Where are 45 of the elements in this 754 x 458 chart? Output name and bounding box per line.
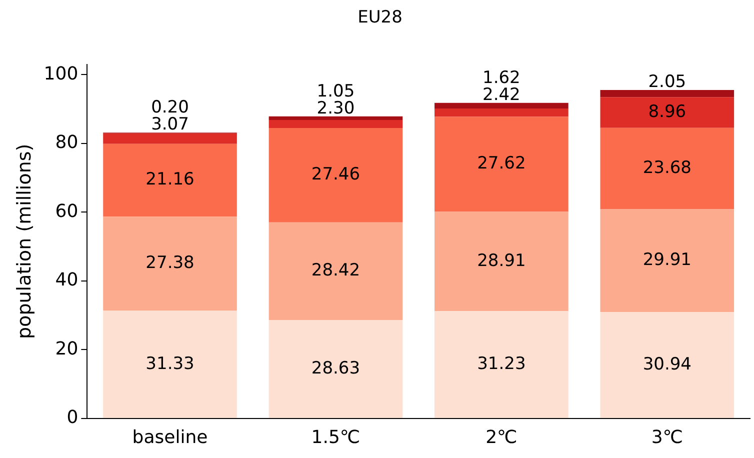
bar [268, 222, 403, 320]
x-tick-label: 2℃ [486, 426, 518, 448]
bar [600, 97, 734, 128]
data-label: 2.05 [648, 72, 686, 92]
bar [268, 116, 403, 120]
data-label: 28.42 [311, 260, 360, 281]
bar [268, 320, 403, 418]
data-label: 28.63 [311, 358, 360, 379]
bar [434, 311, 568, 418]
data-label: 29.91 [642, 250, 692, 270]
bar [600, 90, 734, 98]
bar [434, 116, 568, 212]
data-label: 27.46 [311, 164, 360, 185]
data-label: 27.38 [146, 253, 194, 274]
bar [600, 312, 734, 418]
bar [434, 212, 568, 312]
bar [268, 128, 403, 222]
data-label: 23.68 [642, 158, 692, 178]
bar [268, 120, 403, 128]
data-label: 28.91 [477, 250, 526, 271]
chart-title: EU28 [358, 8, 402, 28]
bar [434, 108, 568, 117]
data-label: 31.33 [146, 354, 194, 374]
y-tick-label: 100 [44, 63, 78, 84]
y-tick-label: 80 [55, 132, 78, 154]
data-label: 21.16 [146, 170, 194, 190]
data-label: 8.96 [648, 102, 686, 122]
bar [103, 310, 237, 418]
y-tick-label: 0 [66, 407, 78, 428]
data-label: 31.23 [477, 354, 526, 374]
y-tick-label: 20 [55, 338, 78, 360]
x-tick-label: baseline [132, 426, 208, 448]
bar [103, 133, 237, 144]
bar [103, 216, 237, 311]
x-tick-label: 3℃ [651, 426, 683, 448]
y-axis-title: population (millions) [13, 144, 36, 339]
x-tick-label: 1.5℃ [311, 426, 360, 448]
bar [103, 144, 237, 217]
bar [600, 128, 734, 210]
data-label: 30.94 [642, 354, 692, 375]
data-label: 27.62 [477, 154, 526, 174]
bar [434, 102, 568, 108]
y-tick-label: 60 [55, 200, 78, 222]
bar [600, 209, 734, 312]
y-tick-label: 40 [55, 270, 78, 291]
